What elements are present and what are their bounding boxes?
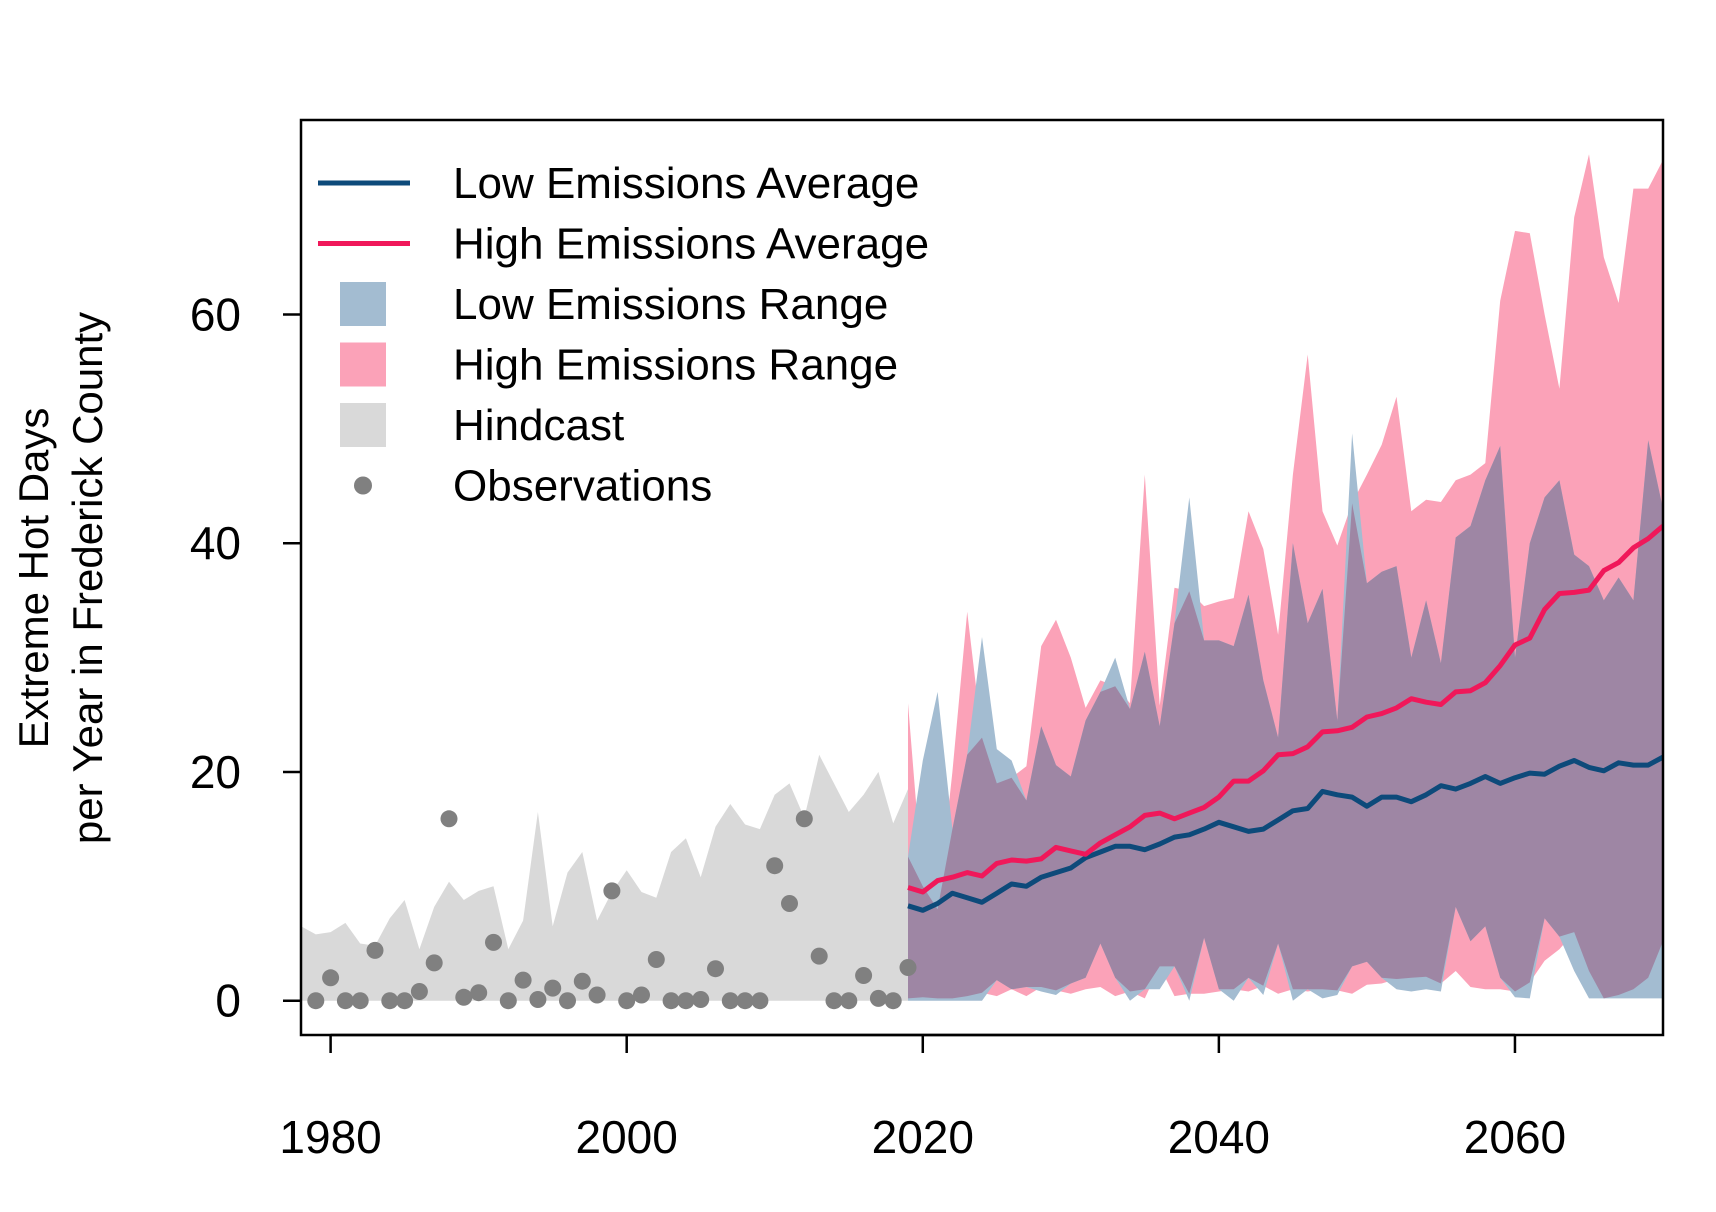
observation-point — [736, 992, 754, 1010]
observation-point — [795, 810, 813, 828]
observation-point — [559, 992, 576, 1010]
observation-point — [633, 986, 650, 1004]
legend-label: Low Emissions Range — [453, 280, 888, 329]
observation-point — [499, 992, 517, 1010]
observation-point — [573, 972, 591, 990]
emissions-range-overlap-area — [908, 440, 1663, 999]
legend-label: Low Emissions Average — [453, 159, 919, 208]
observation-point — [677, 992, 695, 1010]
observation-points — [307, 810, 917, 1010]
observation-point — [307, 992, 325, 1010]
observation-point — [869, 989, 887, 1007]
observation-point — [766, 857, 784, 875]
observation-point — [588, 986, 606, 1004]
observation-point — [840, 992, 858, 1010]
observation-point — [425, 954, 443, 972]
legend-swatch-point — [354, 476, 372, 495]
low-emissions-average-line — [907, 754, 1663, 913]
x-tick-label: 2000 — [576, 1111, 678, 1163]
observation-point — [529, 991, 547, 1008]
legend-swatch-box — [340, 342, 386, 387]
y-tick-label: 0 — [215, 975, 241, 1027]
observation-point — [825, 992, 843, 1010]
observation-point — [440, 810, 458, 828]
observation-point — [781, 895, 798, 912]
observation-point — [618, 992, 636, 1010]
x-axis: 1980 2000 2020 2040 2060 — [279, 1033, 1566, 1163]
observation-point — [470, 984, 488, 1002]
observation-point — [366, 941, 384, 959]
x-tick-label: 2040 — [1168, 1111, 1270, 1163]
observation-point — [884, 992, 902, 1010]
observation-point — [381, 992, 399, 1010]
observation-point — [721, 992, 739, 1010]
plot-area — [301, 154, 1663, 1010]
observation-point — [544, 979, 562, 997]
legend: Low Emissions Average High Emissions Aver… — [318, 159, 929, 511]
legend-label: Observations — [453, 462, 712, 511]
x-tick-label: 2020 — [872, 1111, 974, 1163]
y-axis-label-line-2: per Year in Frederick County — [64, 312, 111, 844]
observation-point — [707, 960, 724, 978]
observation-point — [647, 951, 665, 968]
observation-point — [855, 967, 873, 984]
legend-label: High Emissions Range — [453, 341, 898, 390]
x-tick-label: 2060 — [1464, 1111, 1566, 1163]
observation-point — [455, 988, 473, 1006]
observation-point — [322, 969, 340, 987]
legend-swatch-box — [340, 403, 386, 447]
observation-point — [410, 983, 428, 1000]
legend-swatch-box — [340, 282, 386, 326]
observation-point — [336, 992, 354, 1010]
high-emissions-average-line — [907, 524, 1663, 895]
observation-point — [351, 992, 369, 1010]
legend-label: Hindcast — [453, 401, 624, 450]
y-tick-label: 20 — [190, 746, 241, 798]
observation-point — [485, 933, 502, 951]
y-tick-label: 60 — [190, 288, 241, 340]
observation-point — [514, 971, 532, 989]
x-tick-label: 1980 — [279, 1111, 381, 1163]
observation-point — [662, 992, 680, 1010]
observation-point — [396, 992, 414, 1010]
y-axis-label-line-1: Extreme Hot Days — [10, 408, 57, 749]
observation-point — [603, 882, 621, 900]
observation-point — [751, 992, 769, 1010]
observation-point — [899, 959, 917, 976]
y-tick-label: 40 — [190, 517, 241, 569]
y-axis: 0 20 40 60 — [190, 288, 301, 1027]
observation-point — [692, 991, 710, 1008]
legend-label: High Emissions Average — [453, 220, 929, 269]
hindcast-area — [301, 754, 908, 1001]
observation-point — [810, 947, 828, 965]
